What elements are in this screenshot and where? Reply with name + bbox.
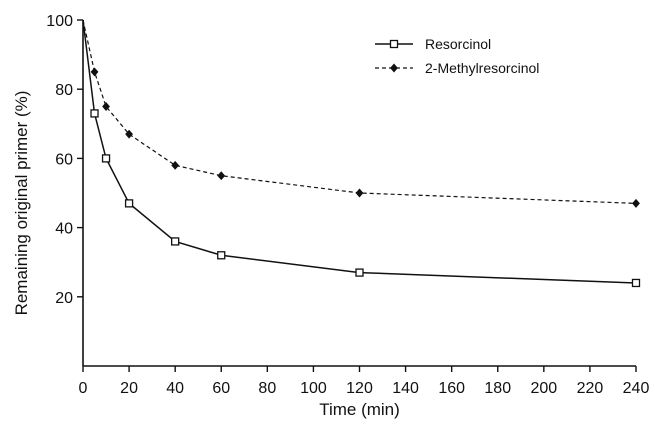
legend-marker-1 [389, 39, 399, 49]
series-2-point [171, 160, 180, 170]
series-1 [82, 19, 641, 288]
series-2-point [355, 188, 364, 198]
x-tick-label: 140 [392, 380, 419, 397]
legend-label-2: 2-Methylresorcinol [425, 60, 539, 76]
series-2-point [217, 171, 226, 181]
series-2-point [102, 102, 110, 111]
series-1-point [631, 278, 641, 288]
y-axis-title: Remaining original primer (%) [12, 91, 31, 316]
y-axis-ticks: 20 40 60 80 100 [46, 13, 83, 307]
x-tick-label: 220 [577, 380, 604, 397]
x-tick-label: 60 [212, 380, 230, 397]
series-1-point [124, 199, 134, 208]
series-1-point [217, 251, 226, 260]
x-tick-label: 80 [258, 380, 276, 397]
y-tick-label: 60 [55, 151, 73, 168]
x-tick-label: 180 [484, 380, 511, 397]
y-tick-label: 80 [55, 82, 73, 99]
x-tick-label: 0 [79, 380, 88, 397]
series-1-point [355, 268, 364, 277]
x-tick-label: 100 [300, 380, 327, 397]
series-1-point [171, 237, 180, 246]
x-axis-ticks: 0 20 40 60 80 100 120 140 160 180 200 220 240 [79, 366, 650, 397]
x-tick-label: 200 [530, 380, 557, 397]
legend-marker-2 [390, 63, 398, 73]
x-tick-label: 240 [623, 380, 650, 397]
legend-label-1: Resorcinol [425, 36, 491, 52]
series-2-line [82, 19, 637, 204]
series-1-point [90, 109, 99, 118]
y-tick-label: 40 [55, 221, 73, 238]
legend: Resorcinol 2-Methylresorcinol [375, 36, 539, 76]
x-tick-label: 120 [346, 380, 373, 397]
x-tick-label: 40 [166, 380, 184, 397]
series-2-point [125, 129, 133, 139]
y-tick-label: 100 [46, 13, 73, 30]
x-axis-title: Time (min) [319, 400, 400, 419]
series-2 [82, 19, 640, 208]
series-1-point [101, 154, 111, 163]
y-tick-label: 20 [55, 290, 73, 307]
x-tick-label: 160 [438, 380, 465, 397]
series-1-line [82, 19, 637, 284]
series-2-point [632, 198, 640, 208]
series-layer [82, 19, 641, 288]
series-2-point [90, 67, 99, 77]
x-tick-label: 20 [120, 380, 138, 397]
